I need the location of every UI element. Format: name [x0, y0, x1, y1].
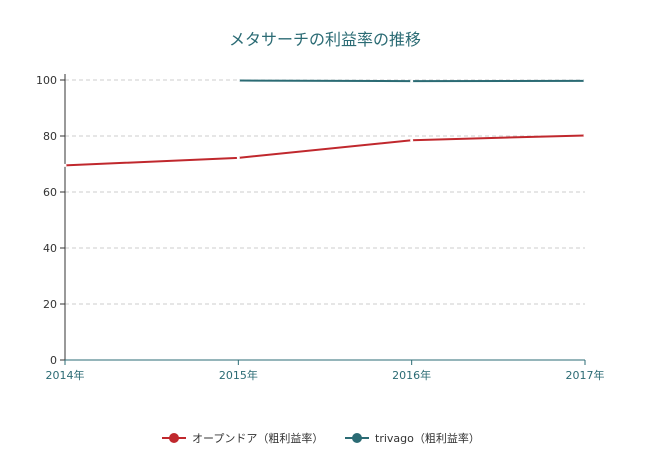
y-tick-label: 40: [43, 242, 57, 255]
legend-marker: [169, 433, 179, 443]
data-point[interactable]: [410, 139, 413, 142]
x-axis-ticks: 2014年 2015年 2016年 2017年: [46, 360, 605, 382]
y-tick-label: 60: [43, 186, 57, 199]
legend-marker: [352, 433, 362, 443]
series-group: [64, 79, 587, 167]
data-point[interactable]: [584, 134, 587, 137]
x-tick-label: 2017年: [566, 368, 605, 382]
legend-label[interactable]: trivago（粗利益率）: [375, 431, 480, 445]
x-tick-label: 2014年: [46, 368, 85, 382]
series-line-0: [65, 135, 585, 165]
y-axis-ticks: 0 20 40 60 80 100: [36, 74, 65, 367]
y-tick-label: 20: [43, 298, 57, 311]
y-tick-label: 100: [36, 74, 57, 87]
data-point[interactable]: [64, 164, 67, 167]
chart-title: メタサーチの利益率の推移: [229, 30, 421, 49]
y-tick-label: 80: [43, 130, 57, 143]
data-point[interactable]: [584, 79, 587, 82]
y-tick-label: 0: [50, 354, 57, 367]
data-point[interactable]: [237, 156, 240, 159]
legend-label[interactable]: オープンドア（粗利益率）: [192, 431, 323, 445]
data-point[interactable]: [237, 79, 240, 82]
legend[interactable]: オープンドア（粗利益率） trivago（粗利益率）: [162, 431, 480, 445]
gridlines: [65, 80, 585, 304]
axes: [65, 74, 585, 360]
x-tick-label: 2015年: [219, 368, 258, 382]
data-point[interactable]: [410, 80, 413, 83]
x-tick-label: 2016年: [392, 368, 431, 382]
